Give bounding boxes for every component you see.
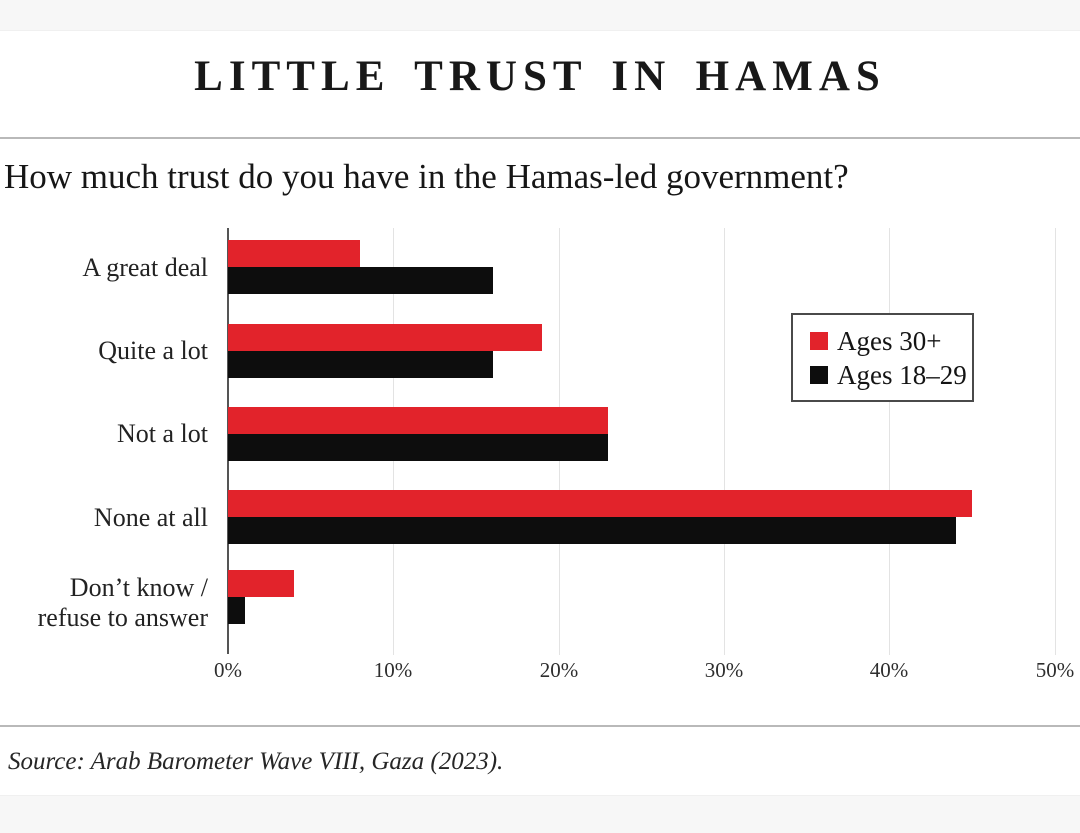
bar-ages30-a-great-deal — [228, 240, 361, 267]
category-label-not-a-lot: Not a lot — [117, 419, 208, 448]
gridline-50pct — [1055, 228, 1056, 655]
legend-item-ages-18-29: Ages 18–29 — [810, 360, 972, 390]
category-label-dont-know: Don’t know / refuse to answer — [37, 573, 208, 632]
bottom-band — [0, 795, 1080, 833]
x-tick-10pct: 10% — [373, 658, 413, 682]
x-tick-0pct: 0% — [214, 658, 242, 682]
category-label-none-at-all: None at all — [93, 503, 208, 532]
bar-ages18-29-a-great-deal — [228, 267, 493, 294]
bar-ages30-not-a-lot — [228, 407, 609, 434]
source-citation: Source: Arab Barometer Wave VIII, Gaza (… — [8, 748, 504, 775]
x-tick-50pct: 50% — [1035, 658, 1075, 682]
x-tick-30pct: 30% — [704, 658, 744, 682]
bar-ages30-dont-know — [228, 570, 295, 597]
gridline-40pct — [889, 228, 890, 655]
legend-label-ages-30-plus: Ages 30+ — [837, 325, 942, 356]
top-band — [0, 0, 1080, 31]
x-tick-20pct: 20% — [539, 658, 579, 682]
category-label-a-great-deal: A great deal — [82, 253, 208, 282]
legend-item-ages-30-plus: Ages 30+ — [810, 326, 972, 356]
legend: Ages 30+ Ages 18–29 — [791, 313, 974, 402]
legend-swatch-black — [810, 365, 828, 384]
legend-label-ages-18-29: Ages 18–29 — [837, 359, 967, 390]
bar-ages18-29-none-at-all — [228, 517, 956, 544]
page-title: LITTLE TRUST IN HAMAS — [194, 53, 886, 100]
gridline-30pct — [724, 228, 725, 655]
divider-under-title — [0, 137, 1080, 139]
legend-swatch-red — [810, 331, 828, 350]
category-label-quite-a-lot: Quite a lot — [98, 336, 208, 365]
bar-ages18-29-quite-a-lot — [228, 351, 493, 378]
bar-ages30-none-at-all — [228, 490, 973, 517]
bar-ages18-29-dont-know — [228, 597, 245, 624]
x-tick-40pct: 40% — [869, 658, 909, 682]
bar-ages18-29-not-a-lot — [228, 434, 609, 461]
chart-question: How much trust do you have in the Hamas-… — [4, 157, 849, 196]
divider-above-source — [0, 725, 1080, 727]
bar-ages30-quite-a-lot — [228, 324, 543, 351]
